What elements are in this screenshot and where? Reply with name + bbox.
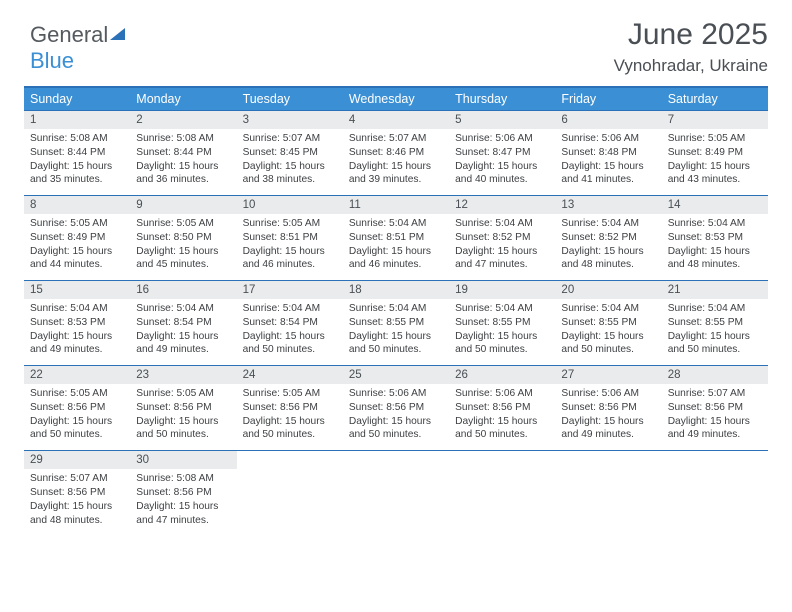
calendar-grid: SundayMondayTuesdayWednesdayThursdayFrid… bbox=[24, 86, 768, 535]
day-number: 15 bbox=[24, 280, 130, 299]
day-cell: Sunrise: 5:08 AMSunset: 8:44 PMDaylight:… bbox=[24, 129, 130, 195]
day-cell: Sunrise: 5:07 AMSunset: 8:45 PMDaylight:… bbox=[237, 129, 343, 195]
day-cell: Sunrise: 5:07 AMSunset: 8:56 PMDaylight:… bbox=[24, 469, 130, 535]
day-cell: Sunrise: 5:08 AMSunset: 8:56 PMDaylight:… bbox=[130, 469, 236, 535]
day-cell: Sunrise: 5:05 AMSunset: 8:56 PMDaylight:… bbox=[24, 384, 130, 450]
day-cell: Sunrise: 5:05 AMSunset: 8:56 PMDaylight:… bbox=[130, 384, 236, 450]
day-cell: Sunrise: 5:04 AMSunset: 8:55 PMDaylight:… bbox=[555, 299, 661, 365]
day-cell: Sunrise: 5:06 AMSunset: 8:56 PMDaylight:… bbox=[449, 384, 555, 450]
day-number: 22 bbox=[24, 365, 130, 384]
day-number-empty bbox=[343, 450, 449, 469]
day-number: 26 bbox=[449, 365, 555, 384]
day-number: 19 bbox=[449, 280, 555, 299]
day-cell-empty bbox=[662, 469, 768, 535]
day-number: 17 bbox=[237, 280, 343, 299]
day-cell: Sunrise: 5:04 AMSunset: 8:52 PMDaylight:… bbox=[449, 214, 555, 280]
day-cell: Sunrise: 5:04 AMSunset: 8:55 PMDaylight:… bbox=[662, 299, 768, 365]
day-cell: Sunrise: 5:04 AMSunset: 8:53 PMDaylight:… bbox=[662, 214, 768, 280]
day-number: 5 bbox=[449, 110, 555, 129]
day-number: 24 bbox=[237, 365, 343, 384]
day-cell: Sunrise: 5:04 AMSunset: 8:53 PMDaylight:… bbox=[24, 299, 130, 365]
day-cell: Sunrise: 5:05 AMSunset: 8:49 PMDaylight:… bbox=[662, 129, 768, 195]
day-number-empty bbox=[237, 450, 343, 469]
day-number: 3 bbox=[237, 110, 343, 129]
day-cell: Sunrise: 5:05 AMSunset: 8:51 PMDaylight:… bbox=[237, 214, 343, 280]
day-number: 25 bbox=[343, 365, 449, 384]
day-number: 13 bbox=[555, 195, 661, 214]
day-cell: Sunrise: 5:04 AMSunset: 8:51 PMDaylight:… bbox=[343, 214, 449, 280]
day-cell: Sunrise: 5:07 AMSunset: 8:46 PMDaylight:… bbox=[343, 129, 449, 195]
day-number-empty bbox=[555, 450, 661, 469]
weekday-header: Tuesday bbox=[237, 86, 343, 110]
weekday-header: Thursday bbox=[449, 86, 555, 110]
day-number: 28 bbox=[662, 365, 768, 384]
day-cell: Sunrise: 5:05 AMSunset: 8:49 PMDaylight:… bbox=[24, 214, 130, 280]
day-cell: Sunrise: 5:08 AMSunset: 8:44 PMDaylight:… bbox=[130, 129, 236, 195]
day-number: 14 bbox=[662, 195, 768, 214]
day-number-empty bbox=[662, 450, 768, 469]
day-number: 8 bbox=[24, 195, 130, 214]
weekday-header: Sunday bbox=[24, 86, 130, 110]
day-number: 27 bbox=[555, 365, 661, 384]
day-number: 7 bbox=[662, 110, 768, 129]
day-cell: Sunrise: 5:04 AMSunset: 8:52 PMDaylight:… bbox=[555, 214, 661, 280]
logo: General Blue bbox=[30, 22, 125, 74]
day-number: 10 bbox=[237, 195, 343, 214]
day-number: 18 bbox=[343, 280, 449, 299]
day-number: 30 bbox=[130, 450, 236, 469]
day-cell: Sunrise: 5:06 AMSunset: 8:48 PMDaylight:… bbox=[555, 129, 661, 195]
day-number: 21 bbox=[662, 280, 768, 299]
day-cell: Sunrise: 5:04 AMSunset: 8:54 PMDaylight:… bbox=[237, 299, 343, 365]
day-cell: Sunrise: 5:04 AMSunset: 8:54 PMDaylight:… bbox=[130, 299, 236, 365]
day-cell: Sunrise: 5:05 AMSunset: 8:56 PMDaylight:… bbox=[237, 384, 343, 450]
day-number: 6 bbox=[555, 110, 661, 129]
day-cell-empty bbox=[343, 469, 449, 535]
day-cell: Sunrise: 5:04 AMSunset: 8:55 PMDaylight:… bbox=[449, 299, 555, 365]
weekday-header: Friday bbox=[555, 86, 661, 110]
page-subtitle: Vynohradar, Ukraine bbox=[24, 56, 768, 76]
day-number: 4 bbox=[343, 110, 449, 129]
day-number: 1 bbox=[24, 110, 130, 129]
day-cell: Sunrise: 5:04 AMSunset: 8:55 PMDaylight:… bbox=[343, 299, 449, 365]
day-cell-empty bbox=[449, 469, 555, 535]
day-cell: Sunrise: 5:07 AMSunset: 8:56 PMDaylight:… bbox=[662, 384, 768, 450]
day-number: 12 bbox=[449, 195, 555, 214]
weekday-header: Saturday bbox=[662, 86, 768, 110]
weekday-header: Monday bbox=[130, 86, 236, 110]
day-number: 9 bbox=[130, 195, 236, 214]
day-number: 20 bbox=[555, 280, 661, 299]
day-cell-empty bbox=[555, 469, 661, 535]
day-cell: Sunrise: 5:06 AMSunset: 8:47 PMDaylight:… bbox=[449, 129, 555, 195]
weekday-header: Wednesday bbox=[343, 86, 449, 110]
day-cell: Sunrise: 5:06 AMSunset: 8:56 PMDaylight:… bbox=[555, 384, 661, 450]
day-cell: Sunrise: 5:06 AMSunset: 8:56 PMDaylight:… bbox=[343, 384, 449, 450]
logo-text2: Blue bbox=[30, 48, 74, 73]
day-number: 16 bbox=[130, 280, 236, 299]
day-number: 2 bbox=[130, 110, 236, 129]
title-block: June 2025 Vynohradar, Ukraine bbox=[24, 18, 768, 76]
day-number: 11 bbox=[343, 195, 449, 214]
day-number: 23 bbox=[130, 365, 236, 384]
logo-text1: General bbox=[30, 22, 108, 47]
day-number: 29 bbox=[24, 450, 130, 469]
day-cell: Sunrise: 5:05 AMSunset: 8:50 PMDaylight:… bbox=[130, 214, 236, 280]
day-cell-empty bbox=[237, 469, 343, 535]
page-title: June 2025 bbox=[24, 18, 768, 52]
day-number-empty bbox=[449, 450, 555, 469]
logo-triangle-icon bbox=[110, 28, 125, 40]
